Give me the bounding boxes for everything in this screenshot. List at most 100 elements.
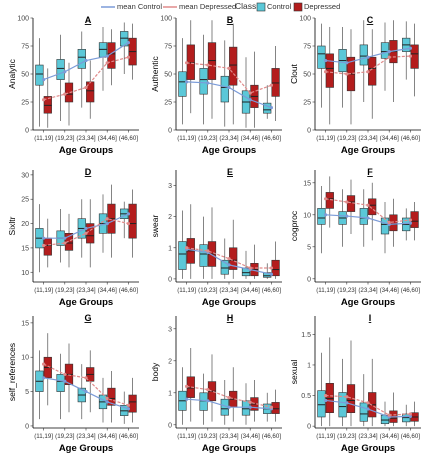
x-tick-label: (46,60]	[119, 287, 139, 294]
box-control-5	[402, 404, 411, 427]
mean-control-line-point	[105, 400, 109, 404]
box-control-2	[56, 353, 65, 420]
box-control-3	[77, 31, 86, 108]
mean-control-line	[325, 47, 411, 64]
x-tick-label: (19,23]	[198, 287, 218, 294]
y-tick-label: 5	[25, 389, 29, 396]
x-tick-label: (19,23]	[55, 135, 75, 142]
mean-depressed-line	[43, 56, 129, 101]
box-control-2	[199, 216, 208, 279]
box-body	[241, 267, 251, 277]
mean-control-line-point	[366, 55, 370, 59]
y-axis-label: Clout	[289, 63, 299, 83]
mean-depressed-line-point	[345, 395, 349, 399]
mean-depressed-line-point	[387, 413, 391, 417]
legend-class-title: Class	[235, 1, 257, 11]
box-control-3	[77, 364, 86, 420]
y-tick-label: 1.5	[301, 332, 311, 339]
mean-depressed-line-point	[366, 401, 370, 405]
mean-depressed-line-point	[227, 257, 231, 261]
y-tick-label: 2	[168, 358, 172, 365]
x-tick-label: (19,23]	[337, 287, 357, 294]
y-tick-label: 25	[303, 100, 311, 107]
x-tick-label: (11,19]	[34, 433, 53, 440]
box-depressed-5	[410, 23, 419, 97]
box-depressed-2	[346, 340, 356, 427]
box-body	[359, 402, 368, 422]
panel-letter: B	[227, 15, 234, 25]
y-axis-label: Authentic	[150, 56, 160, 92]
box-control-2	[56, 208, 65, 263]
box-body	[199, 244, 208, 267]
y-tick-label: 0	[25, 423, 29, 430]
box-control-5	[263, 85, 272, 119]
x-tick-label: (23,34]	[358, 287, 378, 294]
box-body	[128, 394, 137, 413]
y-axis-label: cogproc	[289, 210, 299, 241]
legend: mean Control mean Depressed Class Contro…	[0, 0, 435, 16]
box-depressed-1	[186, 20, 195, 114]
mean-depressed-line	[43, 218, 129, 247]
mean-depressed-line-point	[206, 388, 210, 392]
box-body	[186, 44, 195, 80]
mean-control-line-point	[84, 58, 88, 63]
x-tick-label: (23,34]	[219, 287, 239, 294]
x-axis-label: Age Groups	[202, 145, 256, 156]
y-axis-label: swear	[150, 215, 160, 238]
box-body	[241, 400, 251, 416]
y-tick-label: 25	[164, 100, 172, 107]
y-tick-label: 0	[307, 276, 311, 283]
x-tick-label: (23,34]	[219, 135, 239, 142]
mean-control-line-point	[408, 46, 412, 50]
x-tick-label: (19,23]	[198, 135, 218, 142]
box-depressed-3	[368, 358, 377, 427]
box-body	[317, 45, 326, 69]
y-tick-label: 0.5	[301, 393, 311, 400]
y-tick-label: 1	[168, 390, 172, 397]
x-tick-label: (46,60]	[262, 135, 282, 142]
x-tick-label: (46,60]	[401, 433, 421, 440]
x-tick-label: (11,19]	[316, 287, 335, 294]
x-tick-label: (23,34]	[76, 135, 96, 142]
x-tick-label: (11,19]	[316, 135, 335, 142]
y-tick-label: 75	[21, 44, 29, 51]
mean-depressed-line-point	[84, 231, 88, 235]
box-depressed-2	[64, 343, 74, 413]
mean-control-line-point	[324, 398, 328, 403]
box-body	[271, 68, 280, 97]
panel-f: 0 5 10 15 (11,19] (19,23] (23,34] (34,46] (46,60…	[289, 167, 421, 308]
mean-control-line-point	[126, 212, 130, 216]
mean-control-line-point	[408, 221, 412, 225]
box-depressed-4	[389, 20, 398, 102]
y-tick-label: 0	[168, 128, 172, 135]
y-axis-label: body	[150, 362, 160, 381]
mean-control-line-point	[63, 379, 67, 383]
box-depressed-5	[128, 23, 137, 80]
mean-depressed-line-point	[185, 384, 189, 388]
mean-depressed-line-point	[269, 405, 273, 409]
mean-depressed-line	[325, 394, 411, 416]
box-control-4	[241, 383, 251, 425]
mean-depressed-line	[43, 363, 129, 406]
box-depressed-2	[207, 354, 217, 422]
x-tick-label: (46,60]	[401, 287, 421, 294]
box-body	[359, 208, 368, 225]
x-tick-label: (34,46]	[380, 287, 400, 294]
mean-control-line-point	[345, 401, 349, 405]
box-control-3	[220, 238, 229, 279]
x-tick-label: (34,46]	[98, 135, 118, 142]
y-tick-label: 10	[21, 270, 29, 277]
mean-control-line-point	[185, 80, 189, 84]
box-depressed-4	[250, 380, 259, 422]
panel-h: 0 1 2 3 (11,19] (19,23] (23,34] (34,46] (46,60] A…	[150, 313, 282, 454]
box-body	[359, 44, 368, 66]
y-tick-label: 0	[168, 276, 172, 283]
mean-depressed-line-point	[345, 72, 349, 76]
y-tick-label: 0	[307, 424, 311, 431]
box-control-1	[35, 350, 44, 420]
box-body	[325, 53, 334, 88]
mean-depressed-line-point	[248, 266, 252, 270]
mean-depressed-line-point	[42, 362, 46, 366]
x-tick-label: (46,60]	[262, 287, 282, 294]
box-control-4	[380, 22, 390, 91]
